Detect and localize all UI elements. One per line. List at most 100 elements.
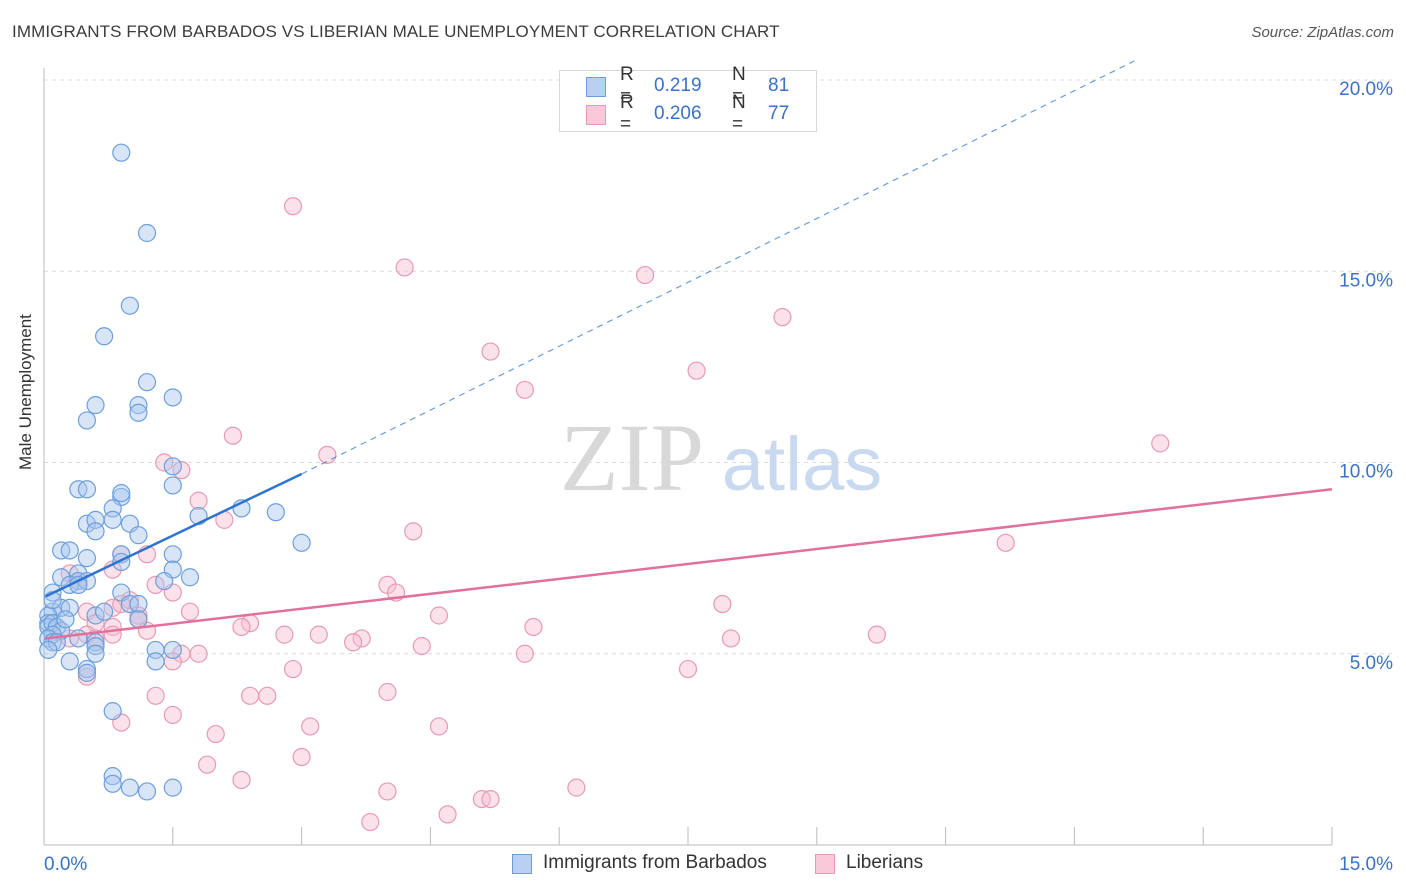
data-point	[309, 625, 328, 644]
data-point	[524, 617, 543, 637]
data-point	[86, 606, 105, 625]
legend-r-label: R =	[620, 64, 634, 107]
data-point	[481, 789, 500, 809]
data-point	[137, 782, 157, 801]
legend-r-value: 0.219	[654, 75, 702, 96]
data-point	[206, 724, 225, 744]
data-point	[77, 663, 97, 682]
data-point	[232, 617, 251, 637]
trend-lines	[45, 60, 1333, 640]
data-point	[60, 598, 79, 617]
data-point	[103, 625, 122, 644]
data-point	[713, 594, 732, 614]
data-point	[189, 644, 208, 663]
data-point	[395, 258, 414, 277]
trend-line-barbados	[45, 472, 303, 598]
data-point	[163, 705, 182, 725]
data-point	[292, 747, 311, 767]
legend-r-label: R =	[620, 92, 634, 135]
data-point	[163, 388, 182, 407]
x-tick-label: 15.0%	[1339, 854, 1393, 875]
data-point	[378, 782, 397, 801]
data-point	[163, 640, 182, 660]
data-point	[721, 629, 741, 648]
legend-label-liberians: Liberians	[846, 852, 924, 873]
data-point	[69, 629, 88, 648]
data-point	[412, 636, 431, 656]
data-point	[773, 308, 792, 327]
data-point	[352, 629, 371, 648]
data-point	[60, 652, 79, 671]
watermark-zip: ZIP	[560, 404, 704, 511]
data-point	[103, 702, 122, 721]
data-point	[77, 480, 97, 499]
data-point	[515, 380, 534, 399]
data-point	[129, 403, 148, 422]
data-point	[180, 602, 200, 621]
data-point	[77, 549, 97, 568]
data-point	[481, 342, 500, 361]
data-point	[39, 640, 58, 660]
data-point	[515, 644, 534, 663]
data-point	[163, 476, 182, 495]
data-point	[95, 602, 114, 621]
data-point	[678, 659, 698, 679]
trend-line-barbados-extension	[301, 60, 1135, 475]
data-point	[635, 265, 655, 285]
data-point	[361, 812, 380, 832]
data-point	[687, 361, 706, 380]
data-point	[60, 541, 79, 560]
legend-label-barbados: Immigrants from Barbados	[543, 852, 767, 873]
data-point	[103, 510, 122, 529]
y-tick-label: 10.0%	[1339, 462, 1393, 483]
data-point	[180, 568, 200, 587]
data-point	[86, 522, 105, 541]
watermark-atlas: atlas	[722, 422, 883, 507]
series-liberians	[43, 197, 1170, 832]
legend-swatch-pink	[815, 854, 835, 874]
data-point	[1151, 434, 1170, 453]
data-point	[189, 491, 208, 510]
data-point	[129, 610, 148, 629]
data-point	[163, 778, 182, 797]
data-point	[198, 755, 217, 774]
data-point	[275, 625, 294, 644]
data-point	[223, 426, 243, 445]
source-label: Source: ZipAtlas.com	[1251, 24, 1394, 41]
legend-r-value: 0.206	[654, 103, 702, 124]
legend-n-label: N =	[732, 64, 746, 107]
data-point	[95, 327, 114, 346]
legend-swatch-blue	[512, 854, 532, 874]
data-point	[258, 686, 277, 705]
data-point	[429, 606, 449, 625]
data-point	[146, 575, 165, 595]
legend-n-value: 77	[768, 103, 790, 124]
y-tick-label: 20.0%	[1339, 79, 1393, 100]
data-point	[146, 652, 165, 671]
data-point	[120, 778, 139, 797]
data-point	[112, 143, 131, 162]
data-point	[867, 625, 887, 644]
legend-swatch-pink	[586, 105, 606, 125]
data-point	[86, 644, 105, 663]
data-point	[438, 805, 457, 824]
data-point	[163, 545, 182, 564]
data-point	[103, 598, 122, 617]
watermark: ZIP atlas	[560, 404, 882, 511]
trend-line-liberians	[45, 488, 1333, 640]
data-point	[137, 373, 157, 392]
data-point	[155, 571, 174, 591]
tick-labels: 5.0% 10.0% 15.0% 20.0% 0.0% 15.0%	[44, 79, 1393, 875]
series-barbados	[39, 143, 311, 801]
data-point	[283, 197, 303, 216]
x-tick-label: 0.0%	[44, 854, 87, 875]
data-point	[86, 396, 105, 415]
data-point	[129, 396, 148, 415]
chart-title: IMMIGRANTS FROM BARBADOS VS LIBERIAN MAL…	[12, 22, 780, 41]
y-tick-label: 5.0%	[1350, 653, 1393, 674]
data-point	[292, 533, 311, 552]
data-point	[77, 411, 97, 430]
data-point	[129, 594, 148, 614]
data-point	[103, 767, 122, 786]
